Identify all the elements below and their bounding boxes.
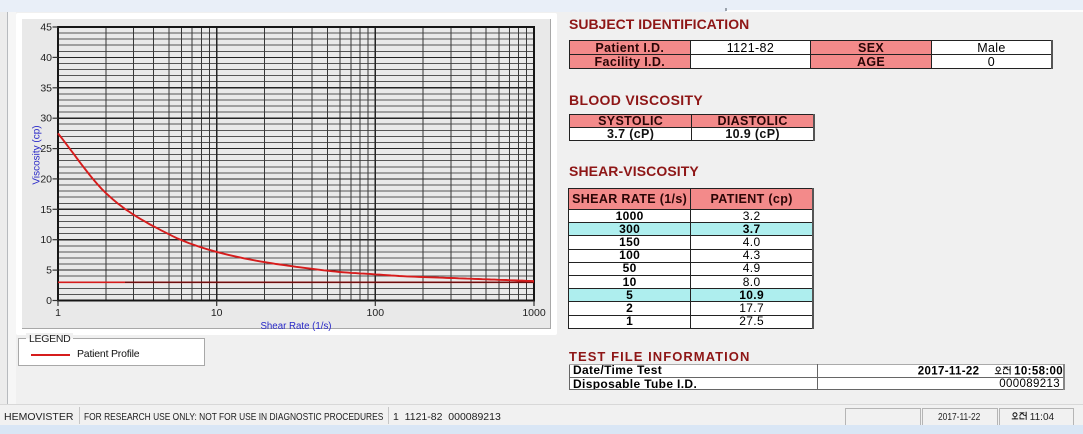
svg-text:20: 20 bbox=[40, 173, 52, 185]
svg-text:5: 5 bbox=[46, 265, 52, 277]
svg-text:100: 100 bbox=[367, 307, 385, 319]
svg-text:30: 30 bbox=[40, 113, 52, 125]
svg-text:1: 1 bbox=[55, 307, 61, 319]
svg-text:25: 25 bbox=[40, 143, 52, 155]
svg-text:Shear Rate (1/s): Shear Rate (1/s) bbox=[260, 321, 331, 332]
svg-text:10: 10 bbox=[211, 307, 223, 319]
svg-text:10: 10 bbox=[40, 234, 52, 246]
svg-text:45: 45 bbox=[40, 22, 52, 34]
svg-text:15: 15 bbox=[40, 204, 52, 216]
svg-text:40: 40 bbox=[40, 52, 52, 64]
svg-text:0: 0 bbox=[46, 295, 52, 307]
svg-text:35: 35 bbox=[40, 82, 52, 94]
svg-text:Viscosity (cp): Viscosity (cp) bbox=[32, 125, 43, 184]
svg-text:1000: 1000 bbox=[522, 307, 546, 319]
